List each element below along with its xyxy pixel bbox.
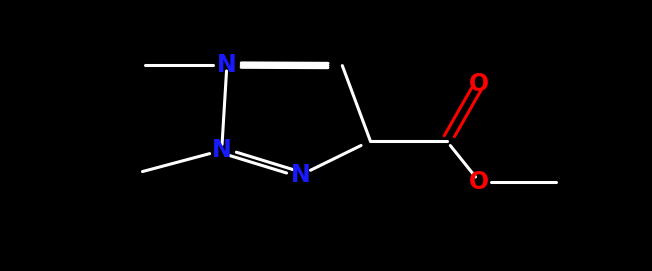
Text: O: O <box>469 72 489 96</box>
Text: N: N <box>212 138 231 162</box>
Text: N: N <box>291 163 311 187</box>
Text: O: O <box>469 170 489 193</box>
Text: N: N <box>217 53 237 77</box>
